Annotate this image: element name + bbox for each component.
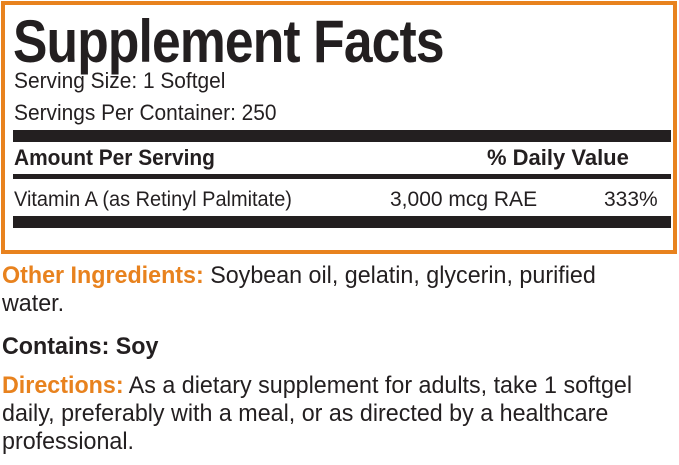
directions-text: As a dietary supplement for adults, take…: [2, 372, 633, 455]
other-ingredients-label: Other Ingredients:: [2, 262, 204, 289]
thin-divider: [13, 174, 671, 179]
thick-divider: [13, 130, 671, 142]
header-amount-per-serving: Amount Per Serving: [14, 145, 215, 170]
supplement-facts-panel: Supplement Facts Serving Size: 1 Softgel…: [1, 1, 677, 254]
bottom-divider: [13, 216, 671, 228]
header-daily-value: % Daily Value: [487, 145, 629, 170]
servings-per-container: Servings Per Container: 250: [14, 100, 277, 125]
panel-title: Supplement Facts: [13, 8, 445, 75]
nutrient-daily-value: 333%: [604, 188, 658, 211]
nutrient-amount: 3,000 mcg RAE: [390, 188, 538, 211]
allergen-contains: Contains: Soy: [2, 333, 159, 360]
directions-label: Directions:: [2, 372, 124, 399]
directions: Directions: As a dietary supplement for …: [2, 372, 648, 456]
other-ingredients: Other Ingredients: Soybean oil, gelatin,…: [2, 262, 648, 318]
other-ingredients-text: Soybean oil, gelatin, glycerin, purified…: [2, 262, 596, 317]
nutrient-name: Vitamin A (as Retinyl Palmitate): [14, 188, 292, 211]
serving-size: Serving Size: 1 Softgel: [14, 68, 226, 93]
